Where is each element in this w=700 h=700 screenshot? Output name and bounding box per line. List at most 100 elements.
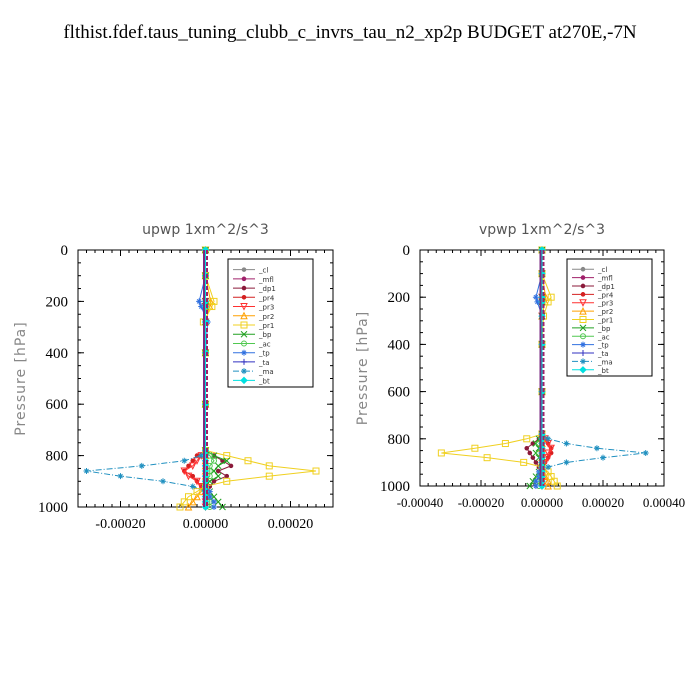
legend-entry: _pr2 (258, 313, 274, 321)
data-point (532, 294, 539, 301)
data-point (563, 459, 570, 466)
data-point (547, 444, 555, 453)
data-point (185, 493, 192, 501)
legend-marker (241, 340, 247, 347)
data-point (83, 468, 90, 475)
data-point (215, 468, 221, 474)
x-tick-label: 0.00000 (183, 517, 229, 532)
legend-entry: _ta (597, 350, 609, 358)
legend-marker (241, 358, 247, 365)
data-point (138, 462, 145, 469)
data-point (186, 463, 191, 469)
y-tick-label: 400 (388, 337, 411, 353)
legend-marker (241, 276, 247, 282)
data-point (184, 472, 193, 481)
legend-entry: _dp1 (597, 283, 615, 291)
data-point (534, 298, 541, 305)
data-point (214, 472, 222, 480)
data-point (545, 435, 552, 442)
data-point (184, 502, 193, 511)
y-tick-label: 0 (403, 243, 411, 259)
legend-marker (241, 295, 247, 300)
series-line (179, 250, 317, 508)
data-point (593, 445, 600, 452)
legend-marker (579, 324, 587, 332)
chart-panel-1: upwp 1xm^2/s^3 Pressure [hPa] 0 200 400 600 80… (13, 222, 334, 532)
legend-marker (241, 285, 247, 291)
legend-entry: _bt (258, 377, 270, 385)
data-point (160, 478, 166, 485)
x-tick-label: 0.00020 (268, 517, 314, 532)
data-point (206, 493, 213, 500)
legend-entry: _dp1 (258, 285, 276, 293)
legend-entry: _ac (258, 340, 271, 348)
series-line (441, 250, 558, 487)
legend: _cl_mfl_dp1_pr4_pr3_pr2_pr1_bp_ac_tp_ta_… (227, 258, 314, 388)
figure-title: flthist.fdef.taus_tuning_clubb_c_invrs_t… (63, 22, 637, 43)
y-tick-label: 800 (388, 432, 411, 448)
data-point (265, 472, 273, 480)
legend-entry: _ta (258, 359, 270, 367)
data-point (219, 503, 226, 511)
data-point (211, 498, 217, 505)
legend-marker (580, 266, 586, 272)
panel-title: vpwp 1xm^2/s^3 (479, 222, 605, 238)
data-point (553, 482, 561, 490)
data-point (544, 454, 552, 462)
legend-entry: _bp (258, 331, 272, 339)
y-tick-label: 800 (46, 449, 69, 465)
data-point (544, 449, 552, 458)
legend-marker (580, 358, 586, 365)
y-tick-label: 0 (61, 243, 69, 259)
y-axis-label: Pressure [hPa] (355, 311, 371, 425)
data-point (532, 478, 539, 485)
legend-entry: _tp (258, 350, 270, 358)
data-point (206, 488, 213, 495)
data-point (244, 457, 252, 465)
chart-panel-2: vpwp 1xm^2/s^3 Pressure [hPa] 0 200 400 600 80… (355, 222, 685, 510)
legend-entry: _pr1 (597, 317, 613, 325)
legend: _cl_mfl_dp1_pr4_pr3_pr2_pr1_bp_ac_tp_ta_… (566, 258, 653, 377)
legend-entry: _ac (597, 333, 610, 341)
data-point (189, 483, 196, 490)
data-point (527, 450, 533, 456)
data-point (210, 297, 218, 305)
legend-marker (579, 316, 587, 323)
data-point (530, 441, 536, 446)
legend-box (227, 258, 314, 388)
data-point (211, 479, 217, 484)
legend-marker (241, 349, 247, 356)
data-point (193, 492, 201, 501)
x-tick-label: -0.00020 (458, 495, 505, 510)
series-ma (83, 247, 209, 510)
y-tick-label: 600 (46, 397, 69, 413)
data-point (312, 467, 320, 475)
legend-marker (580, 283, 586, 289)
legend-marker (580, 333, 586, 340)
legend-marker (240, 303, 248, 311)
y-tick-label: 400 (46, 346, 69, 362)
legend-entry: _pr1 (258, 322, 274, 330)
data-point (533, 460, 539, 465)
data-point (437, 449, 445, 457)
legend-entry: _pr3 (258, 304, 274, 312)
x-tick-label: -0.00020 (95, 517, 145, 532)
legend-entry: _mfl (597, 275, 613, 283)
data-point (190, 458, 196, 464)
x-tick-label: 0.00020 (582, 495, 624, 510)
y-tick-label: 200 (388, 290, 411, 306)
data-point (180, 467, 189, 476)
y-tick-label: 200 (46, 294, 69, 310)
data-point (198, 452, 205, 459)
data-point (193, 488, 201, 496)
legend-entry: _pr4 (597, 291, 614, 299)
legend-marker (579, 366, 587, 374)
legend-entry: _cl (597, 266, 607, 274)
legend-marker (580, 341, 586, 348)
data-point (471, 444, 479, 452)
legend-entry: _pr3 (597, 300, 613, 308)
data-point (501, 440, 509, 448)
legend-marker (241, 267, 247, 272)
data-point (176, 503, 184, 511)
